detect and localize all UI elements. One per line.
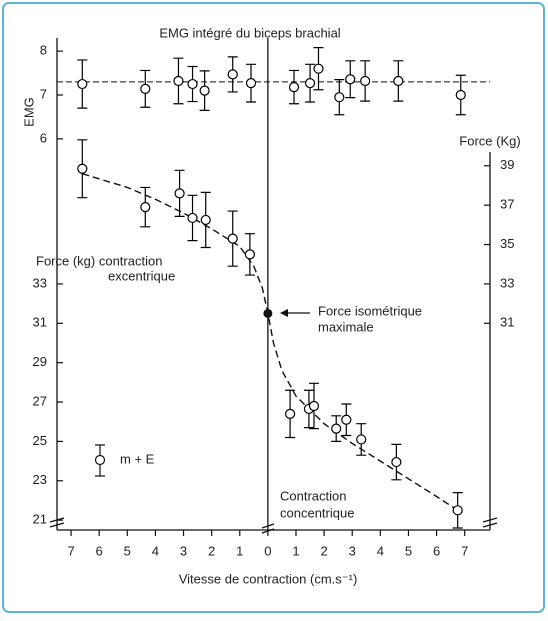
x-axis-label: Vitesse de contraction (cm.s⁻¹): [179, 571, 358, 586]
point: [455, 89, 466, 101]
annotation: excentrique: [108, 268, 175, 283]
legend-marker: [94, 454, 106, 466]
y-tick-label: 23: [33, 472, 47, 487]
point: [308, 400, 320, 412]
point: [284, 408, 296, 419]
x-tick-label: 3: [349, 543, 356, 558]
frame: [2, 2, 545, 613]
x-tick-label: 7: [67, 543, 74, 558]
point: [391, 456, 402, 468]
fit-curve: [82, 173, 459, 511]
point: [356, 434, 367, 445]
point: [77, 78, 88, 90]
point: [140, 202, 151, 213]
x-tick-label: 2: [320, 543, 327, 558]
y2-axis-label: Force (Kg): [459, 133, 520, 148]
point: [245, 78, 257, 89]
x-tick-label: 1: [236, 543, 243, 558]
x-tick-label: 2: [208, 543, 215, 558]
y-tick-label: 6: [40, 130, 47, 145]
point: [200, 214, 211, 226]
point: [341, 414, 352, 425]
y2-tick-label: 37: [500, 197, 514, 212]
point: [334, 92, 345, 103]
chart-title: EMG intégré du biceps brachial: [159, 25, 340, 40]
y-tick-label: 21: [33, 512, 47, 527]
x-tick-label: 4: [377, 543, 384, 558]
annotation: Contraction: [280, 488, 346, 503]
x-tick-label: 1: [292, 543, 299, 558]
x-tick-label: 0: [264, 543, 271, 558]
isometric-point: [263, 308, 273, 318]
y2-tick-label: 33: [500, 275, 514, 290]
annotation: Force (kg) contraction: [36, 253, 162, 268]
legend-label: m + E: [120, 451, 155, 466]
y2-tick-label: 31: [500, 315, 514, 330]
x-tick-label: 4: [152, 543, 159, 558]
x-tick-label: 7: [461, 543, 468, 558]
y-tick-label: 27: [33, 393, 47, 408]
point: [304, 78, 316, 89]
y-tick-label: 8: [40, 43, 47, 58]
annotation: maximale: [318, 319, 374, 334]
point: [187, 212, 198, 224]
y-tick-label: 7: [40, 86, 47, 101]
y2-tick-label: 35: [500, 236, 514, 251]
x-tick-label: 5: [405, 543, 412, 558]
x-tick-label: 6: [96, 543, 103, 558]
point: [313, 63, 324, 74]
point: [360, 75, 371, 87]
y-tick-label: 29: [33, 354, 47, 369]
point: [331, 423, 342, 434]
y-tick-label: 31: [33, 315, 47, 330]
point: [393, 75, 404, 87]
x-tick-label: 6: [433, 543, 440, 558]
y2-tick-label: 39: [500, 157, 514, 172]
point: [187, 78, 198, 90]
x-tick-label: 3: [180, 543, 187, 558]
point: [77, 163, 88, 174]
y-tick-label: 25: [33, 433, 47, 448]
point: [288, 82, 300, 93]
point: [199, 85, 210, 96]
point: [173, 75, 184, 87]
point: [227, 233, 238, 244]
point: [227, 69, 238, 80]
point: [452, 505, 463, 516]
annotation: concentrique: [280, 505, 354, 520]
y-tick-label: 33: [33, 275, 47, 290]
point: [345, 74, 356, 85]
point: [174, 188, 185, 199]
annotation: Force isométrique: [318, 303, 422, 318]
x-tick-label: 5: [124, 543, 131, 558]
point: [140, 83, 151, 94]
axis-breaks: [49, 517, 498, 534]
point: [244, 249, 255, 260]
arrow-head: [280, 309, 288, 317]
y-axis-label: EMG: [21, 97, 36, 127]
